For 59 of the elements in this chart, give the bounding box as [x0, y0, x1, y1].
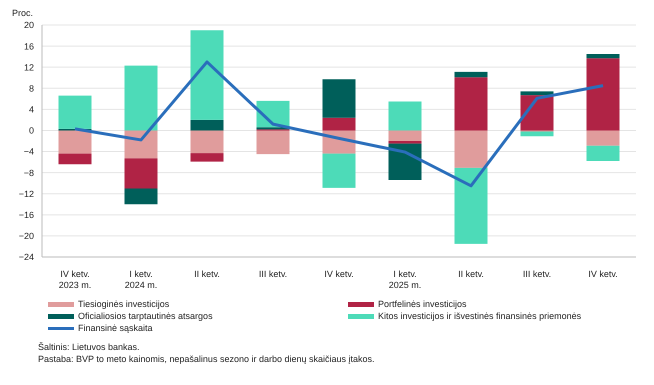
- bar: [190, 153, 224, 162]
- y-tick-label: 16: [24, 41, 34, 52]
- bar: [454, 168, 488, 244]
- x-tick-label: I ketv. 2024 m.: [124, 269, 158, 290]
- bar: [58, 130, 92, 154]
- x-tick-label: IV ketv. 2023 m.: [58, 269, 92, 290]
- y-tick-label: 12: [24, 62, 34, 72]
- y-tick-label: −20: [18, 231, 34, 242]
- y-tick-label: 8: [28, 83, 34, 94]
- bar: [322, 154, 356, 188]
- bar: [586, 58, 620, 130]
- y-tick-label: −24: [18, 252, 34, 262]
- legend-label: Finansinė sąskaita: [78, 323, 153, 333]
- x-tick-label: III ketv.: [258, 269, 288, 279]
- bar: [58, 154, 92, 164]
- bar: [520, 91, 554, 96]
- bar: [454, 130, 488, 168]
- y-axis-title: Proc.: [12, 8, 34, 19]
- text: Pastaba: BVP to meto kainomis, nepašalinus sezono ir darbo dienų skaičiaus įtakos.: [38, 353, 376, 365]
- bar: [322, 118, 356, 130]
- x-tick-label: II ketv.: [194, 269, 220, 279]
- bar: [454, 77, 488, 130]
- bar: [388, 101, 422, 130]
- bar: [586, 130, 620, 146]
- y-tick-label: 4: [28, 104, 34, 115]
- legend-label: Oficialiosios tarptautinės atsargos: [78, 311, 213, 321]
- y-tick-label: −4: [24, 146, 34, 157]
- bar: [388, 144, 422, 180]
- bar: [256, 130, 290, 154]
- legend-label: Portfelinės investicijos: [378, 299, 467, 309]
- y-tick-label: 20: [24, 20, 34, 30]
- y-tick-label: 0: [28, 126, 34, 136]
- bar: [124, 188, 158, 204]
- bar: [124, 130, 158, 158]
- bar: [322, 79, 356, 118]
- bar: [190, 130, 224, 154]
- bar: [124, 66, 158, 130]
- bar: [190, 120, 224, 130]
- bar: [388, 141, 422, 144]
- y-tick-label: −12: [18, 188, 34, 199]
- x-tick-label: I ketv. 2025 m.: [388, 269, 422, 290]
- bar: [58, 96, 92, 129]
- bar: [124, 158, 158, 188]
- legend-label: Kitos investicijos ir išvestinės finansinės priemonės: [378, 311, 582, 321]
- y-tick-label: −8: [24, 168, 34, 178]
- text: Šaltinis: Lietuvos bankas.: [38, 341, 141, 353]
- bar: [586, 54, 620, 58]
- bar: [454, 72, 488, 78]
- bar: [586, 146, 620, 162]
- bar: [190, 30, 224, 120]
- bar: [388, 130, 422, 141]
- x-tick-label: II ketv.: [458, 269, 484, 279]
- y-tick-label: −16: [18, 210, 34, 220]
- x-tick-label: IV ketv.: [588, 269, 618, 279]
- bar: [520, 132, 554, 136]
- legend-label: Tiesioginės investicijos: [78, 299, 170, 309]
- x-tick-label: III ketv.: [522, 269, 552, 279]
- line-series: [74, 60, 604, 188]
- x-tick-label: IV ketv.: [324, 269, 354, 279]
